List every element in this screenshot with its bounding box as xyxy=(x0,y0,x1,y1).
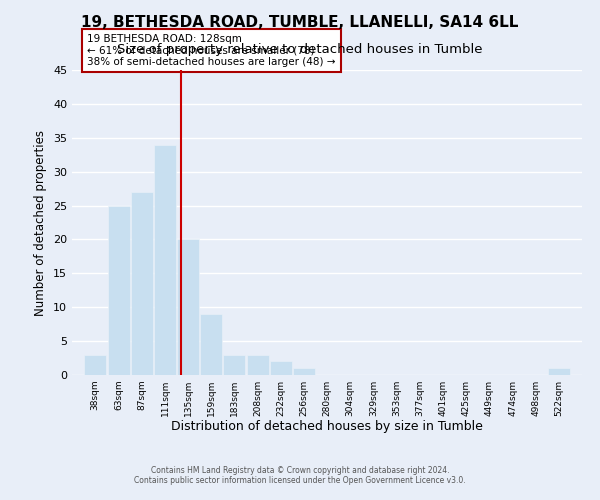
Text: 19 BETHESDA ROAD: 128sqm
← 61% of detached houses are smaller (78)
38% of semi-d: 19 BETHESDA ROAD: 128sqm ← 61% of detach… xyxy=(88,34,336,67)
Text: 19, BETHESDA ROAD, TUMBLE, LLANELLI, SA14 6LL: 19, BETHESDA ROAD, TUMBLE, LLANELLI, SA1… xyxy=(82,15,518,30)
Bar xyxy=(84,354,106,375)
Bar xyxy=(108,206,130,375)
Bar xyxy=(200,314,222,375)
Bar xyxy=(270,362,292,375)
Bar xyxy=(293,368,315,375)
Bar xyxy=(177,240,199,375)
Bar xyxy=(247,354,269,375)
Text: Size of property relative to detached houses in Tumble: Size of property relative to detached ho… xyxy=(117,42,483,56)
Bar xyxy=(131,192,153,375)
Bar xyxy=(548,368,570,375)
X-axis label: Distribution of detached houses by size in Tumble: Distribution of detached houses by size … xyxy=(171,420,483,434)
Text: Contains HM Land Registry data © Crown copyright and database right 2024.
Contai: Contains HM Land Registry data © Crown c… xyxy=(134,466,466,485)
Bar xyxy=(223,354,245,375)
Bar xyxy=(154,144,176,375)
Y-axis label: Number of detached properties: Number of detached properties xyxy=(34,130,47,316)
